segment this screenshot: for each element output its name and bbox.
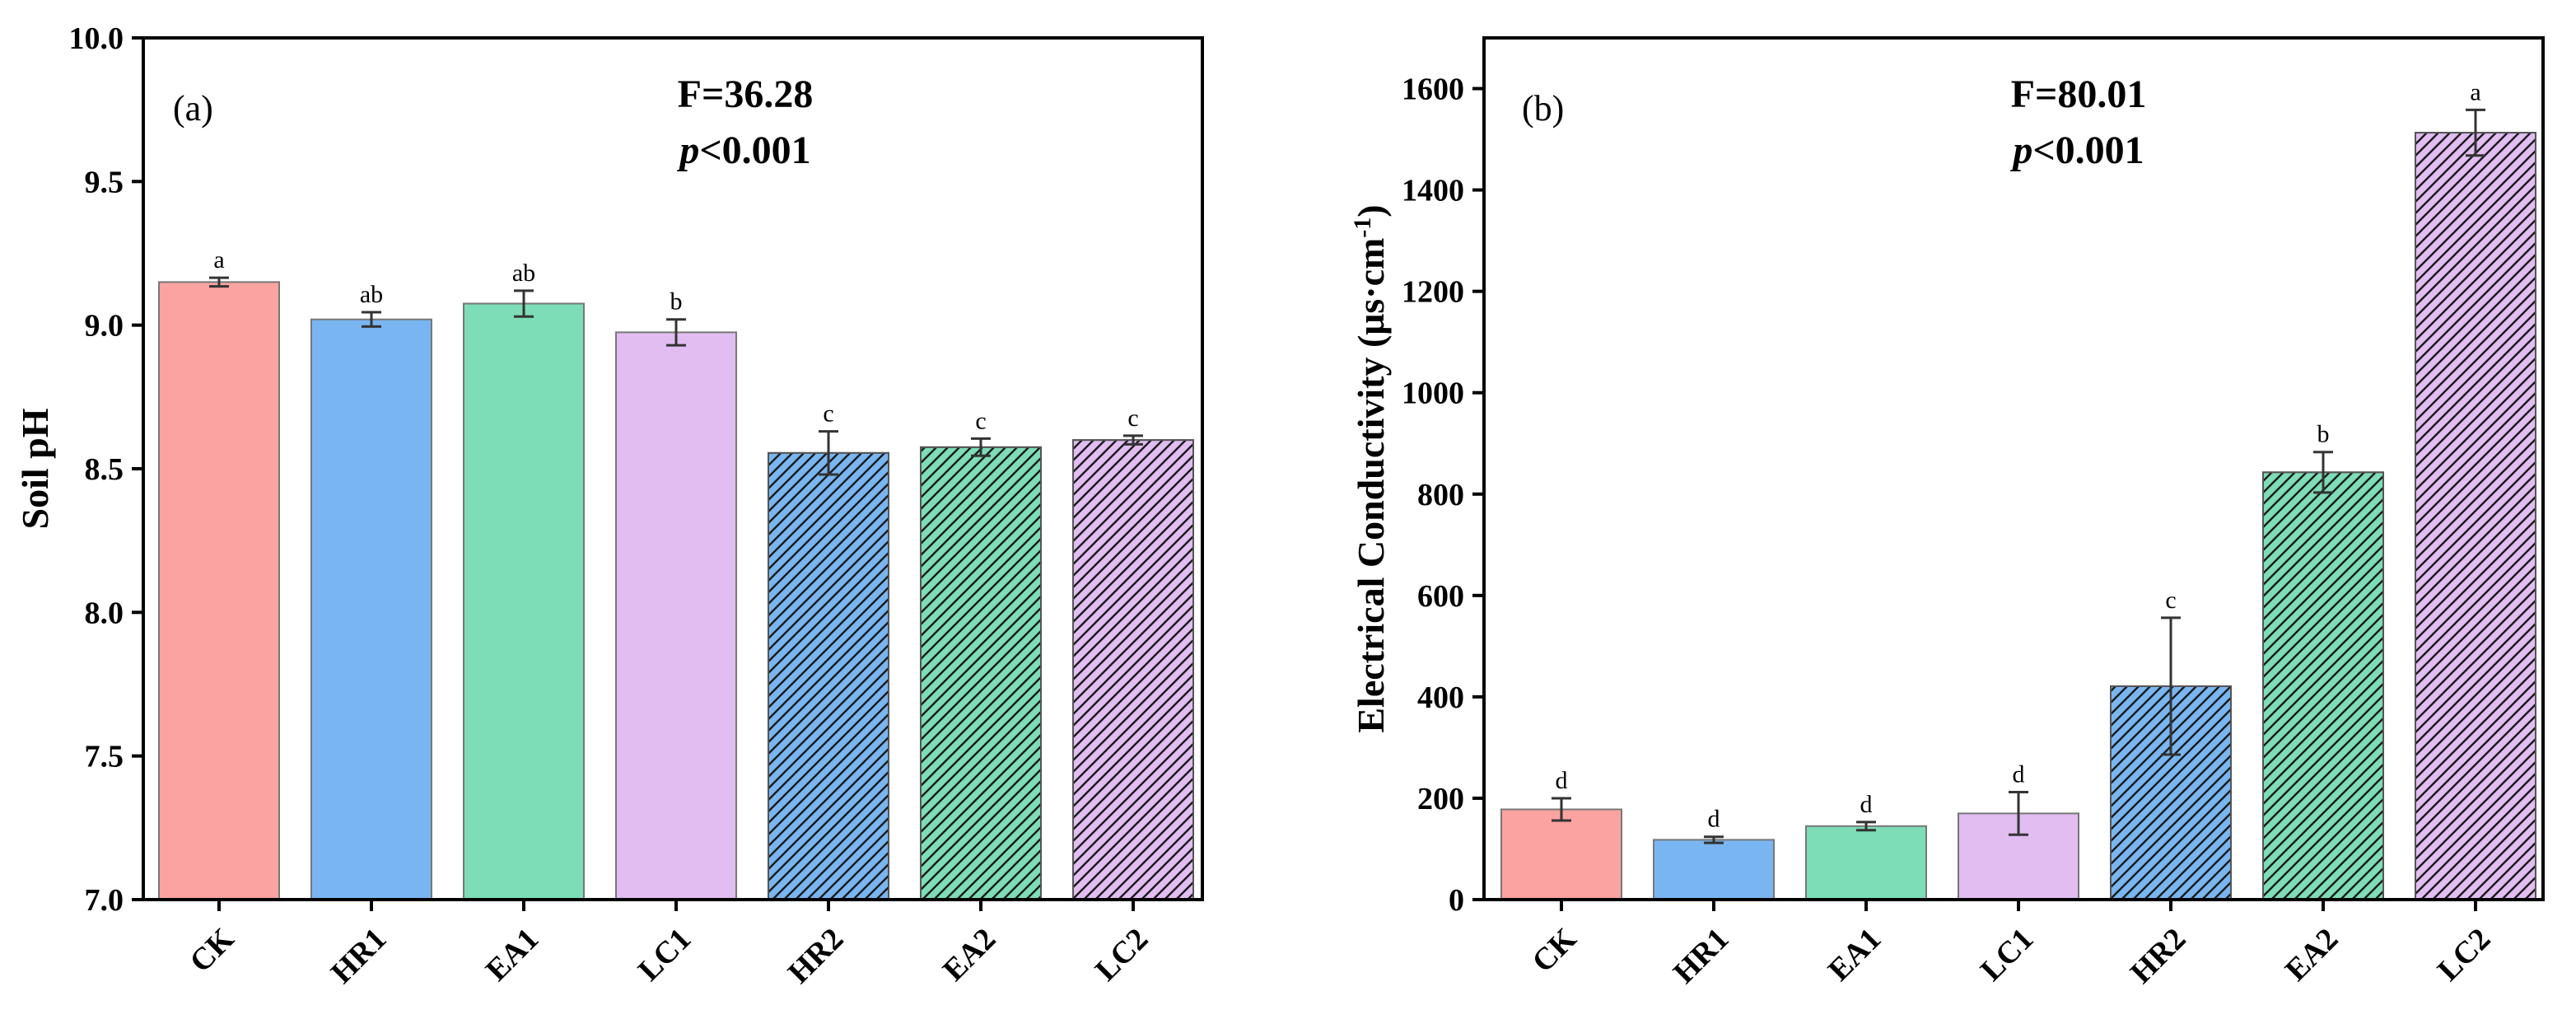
significance-label: d [1708,806,1720,833]
significance-label: c [1127,404,1138,432]
bar-ea1 [463,302,585,900]
y-tick-label: 800 [1417,478,1464,512]
error-bar-lc2 [1123,434,1143,446]
bar-ea1 [1805,825,1927,900]
x-tick-label: LC2 [1089,922,1155,988]
error-bar-ea1 [514,289,534,318]
soil-ph-chart: a ab ab b c c c CK HR1 EA1 LC1 HR2 EA2 LC2 7.0 7.5 8.0 8… [14,21,1204,990]
significance-label: ab [360,281,383,308]
y-tick-label: 1400 [1402,174,1464,208]
bar-hr1 [310,318,432,900]
significance-label: d [2013,761,2025,788]
y-tick-label: 9.5 [85,165,124,199]
y-tick-label: 200 [1417,782,1464,816]
x-tick-label: LC2 [2431,922,2497,988]
bar-hatch-ea2 [920,446,1042,900]
significance-label: a [2470,78,2480,105]
significance-label: d [1556,767,1568,794]
y-tick-label: 1200 [1402,275,1464,310]
panel-label: (a) [173,88,213,129]
significance-label: b [670,288,683,316]
error-bar-lc1 [2009,791,2028,836]
significance-label: b [2317,421,2330,448]
error-bar-ea2 [971,437,991,457]
panel-label: (b) [1522,88,1564,129]
electrical-conductivity-chart: d d d d c b a CK HR1 EA1 LC1 HR2 EA2 LC2 0 200 400 600 80… [1349,36,2545,990]
bar-hatch-ea2 [2262,471,2384,900]
error-bar-lc1 [666,318,686,347]
y-tick-label: 7.5 [85,740,124,774]
y-tick-label: 1000 [1402,376,1464,411]
x-tick-label: LC1 [632,922,698,988]
plot-frame [1482,36,2545,901]
significance-label: a [213,246,224,274]
bar-hatch-lc2 [1072,439,1194,900]
error-bar-ea1 [1856,821,1876,832]
f-statistic: F=80.01 [2011,72,2147,116]
x-tick-label: EA2 [936,922,1002,988]
error-bar-ck [209,276,229,288]
significance-label: d [1860,791,1873,818]
x-tick-label: CK [1525,921,1583,979]
error-bar-lc2 [2466,108,2485,157]
significance-label: c [823,400,833,428]
error-bar-hr1 [1704,835,1724,844]
y-axis-label: Soil pH [14,408,56,529]
significance-label: c [2165,587,2176,614]
x-tick-label: CK [183,921,240,979]
y-tick-label: 1600 [1402,72,1464,107]
x-tick-label: HR2 [2124,922,2192,990]
y-tick-label: 9.0 [85,309,124,344]
bar-hatch-lc2 [2415,132,2536,900]
y-axis-label: Electrical Conductivity (μs·cm-1) [1349,204,1393,732]
y-tick-label: 10.0 [69,21,124,56]
bar-hr1 [1653,839,1775,900]
x-tick-label: HR1 [1667,922,1735,990]
error-bar-hr1 [362,311,381,328]
x-tick-label: EA1 [1822,922,1888,988]
p-value: p<0.001 [676,129,810,172]
y-tick-label: 8.0 [85,596,124,630]
y-tick-label: 400 [1417,680,1464,715]
y-tick-label: 0 [1449,883,1464,918]
y-tick-label: 7.0 [85,883,124,918]
error-bar-hr2 [819,430,838,476]
error-bar-ck [1552,797,1571,822]
x-tick-label: HR1 [324,922,393,990]
error-bar-ea2 [2313,451,2333,494]
significance-label: ab [512,260,535,287]
bar-lc1 [615,331,737,900]
significance-label: c [975,407,986,434]
p-value: p<0.001 [2009,129,2144,172]
f-statistic: F=36.28 [678,72,814,116]
y-tick-label: 8.5 [85,452,124,487]
bar-ck [158,281,280,901]
error-bar-hr2 [2161,616,2181,756]
x-tick-label: LC1 [1974,922,2040,988]
bar-ck [1500,808,1622,901]
x-tick-label: HR2 [782,922,850,990]
x-tick-label: EA2 [2279,922,2345,988]
x-tick-label: EA1 [479,922,545,988]
bar-hatch-hr2 [768,451,889,900]
y-tick-label: 600 [1417,579,1464,614]
